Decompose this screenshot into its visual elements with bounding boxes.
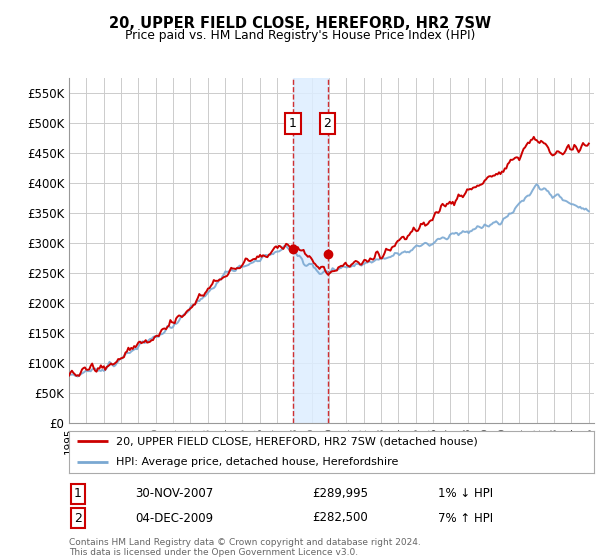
Text: 1: 1 [74,487,82,501]
Text: 20, UPPER FIELD CLOSE, HEREFORD, HR2 7SW (detached house): 20, UPPER FIELD CLOSE, HEREFORD, HR2 7SW… [116,436,478,446]
Text: 7% ↑ HPI: 7% ↑ HPI [438,511,493,525]
Text: 2: 2 [323,117,331,130]
Text: £289,995: £289,995 [312,487,368,501]
Text: £282,500: £282,500 [312,511,368,525]
Text: 04-DEC-2009: 04-DEC-2009 [135,511,213,525]
Text: Contains HM Land Registry data © Crown copyright and database right 2024.
This d: Contains HM Land Registry data © Crown c… [69,538,421,557]
Text: 20, UPPER FIELD CLOSE, HEREFORD, HR2 7SW: 20, UPPER FIELD CLOSE, HEREFORD, HR2 7SW [109,16,491,31]
Text: 1% ↓ HPI: 1% ↓ HPI [438,487,493,501]
Text: 30-NOV-2007: 30-NOV-2007 [135,487,213,501]
Text: HPI: Average price, detached house, Herefordshire: HPI: Average price, detached house, Here… [116,458,398,467]
Text: 2: 2 [74,511,82,525]
Text: Price paid vs. HM Land Registry's House Price Index (HPI): Price paid vs. HM Land Registry's House … [125,29,475,42]
Bar [293,78,328,423]
Text: 1: 1 [289,117,297,130]
